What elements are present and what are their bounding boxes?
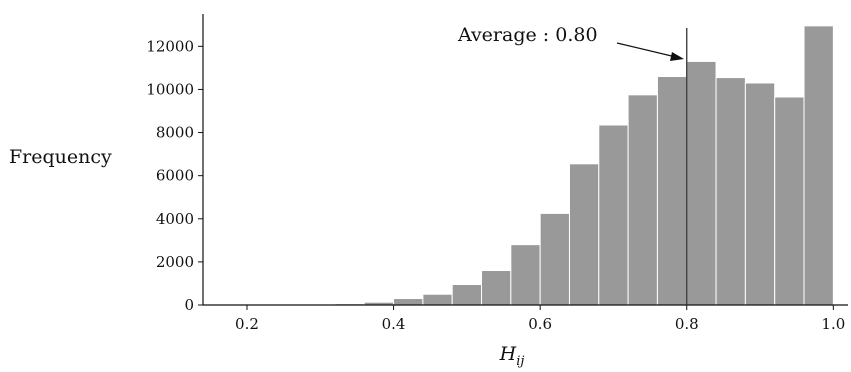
x-tick-label: 0.6 <box>528 315 552 333</box>
x-axis-title: Hij <box>499 343 525 369</box>
histogram-bar-18 <box>774 96 805 306</box>
histogram-bar-12 <box>598 124 629 306</box>
histogram-bars <box>246 25 834 306</box>
histogram-bar-11 <box>568 163 600 306</box>
histogram-bar-10 <box>539 212 570 306</box>
average-arrow-head <box>670 52 684 61</box>
x-tick-label: 0.8 <box>675 315 699 333</box>
histogram-bar-8 <box>481 270 512 306</box>
x-tick-label: 0.4 <box>382 315 406 333</box>
histogram-bar-14 <box>656 76 688 306</box>
histogram-bar-17 <box>744 82 776 306</box>
y-tick-label: 10000 <box>146 80 194 98</box>
histogram-bar-16 <box>715 77 746 306</box>
y-tick-label: 8000 <box>156 124 194 142</box>
x-axis-title-main: H <box>499 343 517 365</box>
y-tick-label: 0 <box>184 296 194 314</box>
histogram-bar-19 <box>803 25 834 306</box>
x-axis-title-sub: ij <box>516 354 524 369</box>
axes <box>198 14 848 310</box>
histogram-bar-5 <box>393 298 424 306</box>
histogram-bar-13 <box>627 94 658 306</box>
x-tick-label: 1.0 <box>821 315 845 333</box>
y-tick-label: 12000 <box>146 37 194 55</box>
y-tick-label: 6000 <box>156 167 194 185</box>
x-tick-label: 0.2 <box>235 315 259 333</box>
histogram-bar-7 <box>451 284 483 306</box>
y-tick-label: 4000 <box>156 210 194 228</box>
histogram-bar-15 <box>686 60 717 306</box>
y-tick-label: 2000 <box>156 253 194 271</box>
y-axis-title: Frequency <box>9 146 112 168</box>
average-label: Average : 0.80 <box>457 24 598 46</box>
tick-labels: 0 2000 4000 6000 8000 10000 12000 0.2 0.4 0.6 0.8 1… <box>146 37 845 333</box>
average-arrow-shaft <box>616 42 681 59</box>
histogram-bar-6 <box>422 293 453 306</box>
average-annotation: Average : 0.80 <box>457 24 688 305</box>
histogram-bar-9 <box>510 244 541 306</box>
